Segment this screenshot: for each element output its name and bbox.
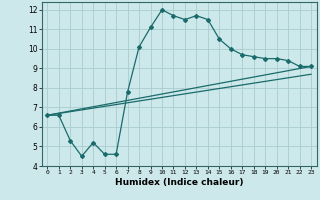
X-axis label: Humidex (Indice chaleur): Humidex (Indice chaleur)	[115, 178, 244, 187]
